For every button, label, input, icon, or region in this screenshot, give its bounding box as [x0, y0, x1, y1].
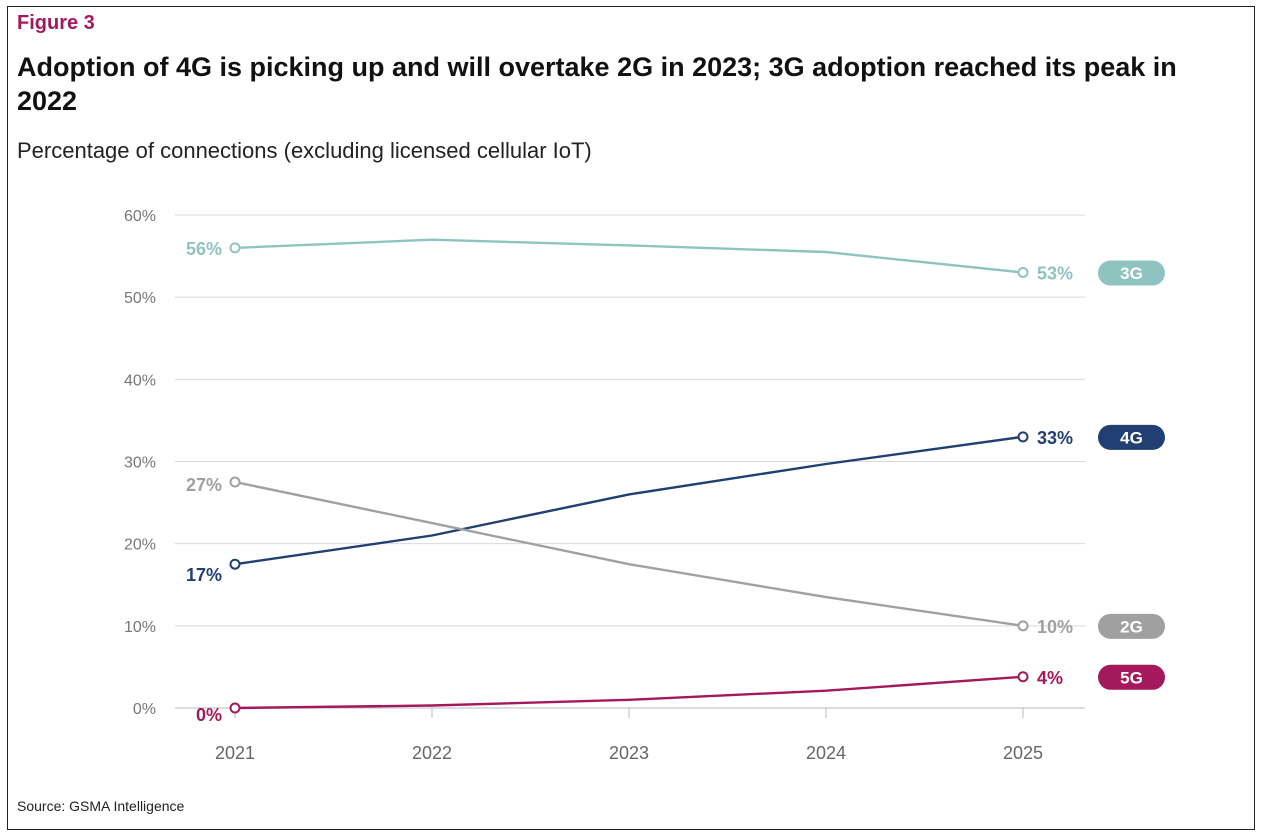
data-point-3G	[229, 242, 241, 254]
legend-badges: 3G 4G 2G 5G	[1098, 260, 1165, 690]
end-label-5G: 4%	[1037, 668, 1063, 688]
legend-badge-2G	[1098, 613, 1165, 639]
data-point-3G	[1017, 267, 1029, 279]
data-point-4G	[1017, 431, 1029, 443]
y-tick-label: 20%	[124, 537, 156, 554]
data-point-5G	[229, 702, 241, 714]
source-note: Source: GSMA Intelligence	[17, 798, 185, 814]
end-label-4G: 33%	[1037, 428, 1073, 448]
legend-badge-text-4G: 4G	[1120, 428, 1143, 447]
x-tick-label: 2023	[609, 743, 649, 763]
series-line-4G	[234, 435, 1024, 566]
series-lines	[229, 238, 1029, 714]
gridlines	[175, 214, 1085, 709]
legend-badge-text-2G: 2G	[1120, 617, 1143, 636]
legend-badge-4G	[1098, 424, 1165, 450]
series-line-3G	[234, 238, 1024, 274]
start-label-5G: 0%	[196, 705, 222, 725]
x-axis-ticks: 2021 2022 2023 2024 2025	[215, 708, 1043, 763]
y-tick-label: 30%	[124, 455, 156, 472]
chart-subtitle: Percentage of connections (excluding lic…	[17, 138, 592, 163]
start-label-3G: 56%	[186, 239, 222, 259]
y-axis-ticks: 0% 10% 20% 30% 40% 50% 60%	[124, 208, 156, 718]
start-label-4G: 17%	[186, 565, 222, 585]
x-tick-label: 2025	[1003, 743, 1043, 763]
x-tick-label: 2024	[806, 743, 846, 763]
data-point-4G	[229, 558, 241, 570]
data-point-2G	[1017, 620, 1029, 632]
end-label-3G: 53%	[1037, 264, 1073, 284]
legend-badge-3G	[1098, 260, 1165, 286]
figure-label: Figure 3	[17, 12, 95, 34]
legend-badge-5G	[1098, 664, 1165, 690]
data-point-5G	[1017, 671, 1029, 683]
legend-badge-text-5G: 5G	[1120, 668, 1143, 687]
y-tick-label: 60%	[124, 208, 156, 225]
y-tick-label: 0%	[133, 701, 156, 718]
end-label-2G: 10%	[1037, 617, 1073, 637]
chart-title: Adoption of 4G is picking up and will ov…	[17, 52, 1177, 116]
y-tick-label: 10%	[124, 619, 156, 636]
series-line-5G	[234, 675, 1024, 710]
series-line-2G	[234, 480, 1024, 627]
figure-frame	[7, 6, 1255, 830]
legend-badge-text-3G: 3G	[1120, 264, 1143, 283]
x-tick-label: 2021	[215, 743, 255, 763]
y-tick-label: 40%	[124, 372, 156, 389]
data-point-2G	[229, 476, 241, 488]
data-labels: 56% 53% 17% 33% 27% 10% 0% 4%	[186, 239, 1073, 725]
y-tick-label: 50%	[124, 290, 156, 307]
x-tick-label: 2022	[412, 743, 452, 763]
start-label-2G: 27%	[186, 475, 222, 495]
